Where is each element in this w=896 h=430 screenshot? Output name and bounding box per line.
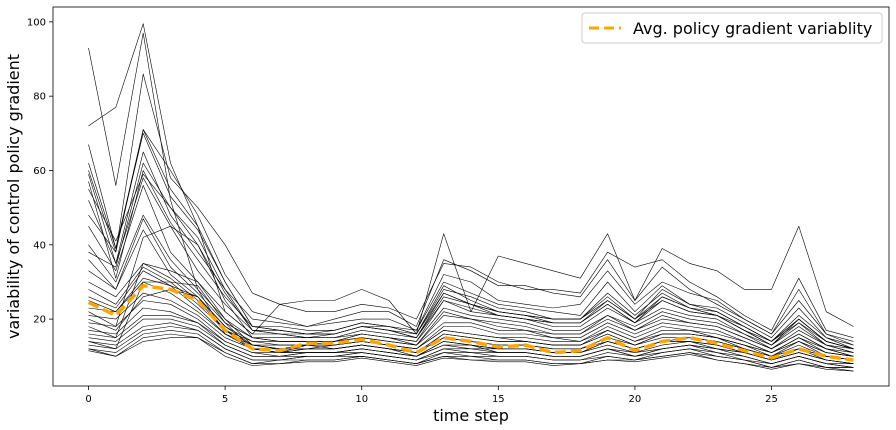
average-line-layer — [87, 283, 854, 362]
x-tick-label: 0 — [85, 394, 91, 405]
gradient-line-33 — [88, 133, 854, 350]
gradient-line-22 — [88, 326, 854, 368]
gradient-line-19 — [88, 315, 854, 365]
gradient-line-26 — [88, 129, 854, 350]
x-tick-label: 20 — [629, 394, 642, 405]
gradient-line-32 — [88, 277, 854, 357]
legend-label: Avg. policy gradient variablity — [633, 19, 872, 38]
lines-layer — [88, 23, 854, 372]
gradient-line-28 — [88, 225, 854, 357]
gradient-line-17 — [88, 300, 854, 364]
x-axis-title: time step — [433, 406, 509, 425]
x-tick-label: 25 — [765, 394, 778, 405]
y-tick-label: 60 — [33, 166, 46, 177]
y-axis-title: variability of control policy gradient — [4, 54, 23, 339]
gradient-line-30 — [88, 281, 854, 364]
gradient-line-34 — [88, 173, 854, 350]
average-gradient-line — [87, 283, 854, 362]
y-tick-label: 40 — [33, 240, 46, 251]
plot-frame — [52, 6, 890, 387]
gradient-line-25 — [88, 337, 854, 372]
gradient-line-6 — [88, 170, 854, 346]
legend: Avg. policy gradient variablity — [581, 12, 883, 44]
x-tick-label: 15 — [492, 394, 505, 405]
x-tick-label: 5 — [222, 394, 228, 405]
gradient-line-2 — [88, 23, 854, 335]
y-tick-label: 80 — [33, 92, 46, 103]
gradient-line-23 — [88, 329, 854, 368]
gradient-line-10 — [88, 218, 854, 353]
gradient-line-13 — [88, 266, 854, 357]
x-tick-label: 10 — [355, 394, 368, 405]
gradient-line-3 — [88, 73, 854, 338]
gradient-line-4 — [88, 129, 854, 342]
y-axis-ticks: 20 40 60 80 100 — [27, 17, 53, 326]
y-tick-label: 100 — [27, 17, 46, 28]
y-tick-label: 20 — [33, 315, 46, 326]
x-axis-ticks: 0 5 10 15 20 25 — [85, 386, 778, 405]
legend-box — [581, 12, 883, 44]
gradient-line-9 — [88, 214, 854, 353]
gradient-line-1 — [88, 32, 854, 364]
